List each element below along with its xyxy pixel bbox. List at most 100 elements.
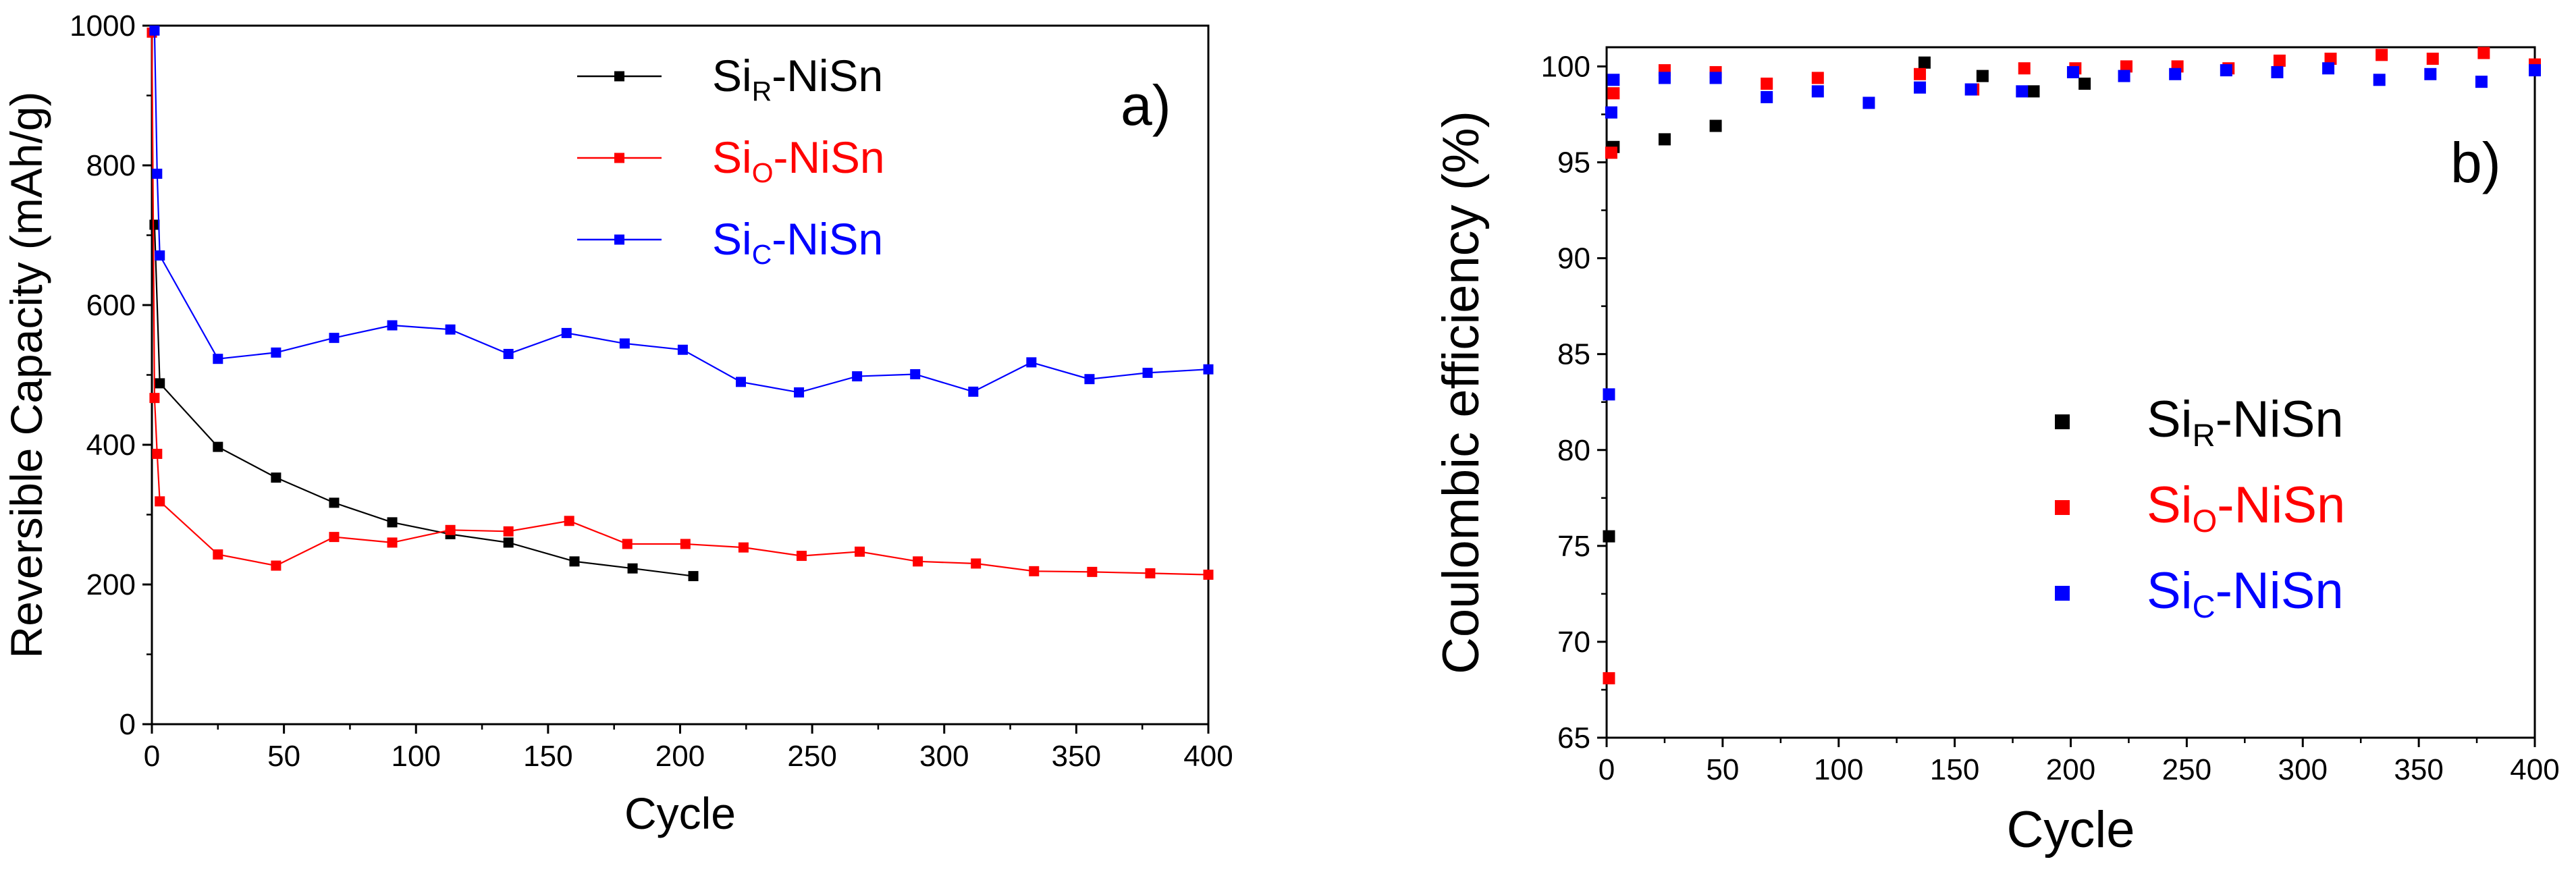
legend-label-rest: -NiSn (2216, 391, 2344, 448)
legend-entry: SiC-NiSn (2055, 562, 2344, 624)
chart-panel-a: 0 50 100 150 200 250 300 350 400 0 200 400 600 800 100… (1, 9, 1233, 838)
legend-marker (2055, 586, 2070, 601)
data-point (968, 386, 979, 397)
data-point (1026, 357, 1037, 368)
legend-label-rest: -NiSn (774, 132, 885, 182)
legend-marker (614, 71, 624, 82)
data-point (1976, 70, 1989, 82)
data-point (2118, 70, 2130, 82)
y-tick-label: 200 (86, 568, 136, 601)
data-point (1603, 388, 1615, 401)
legend-label-subscript: O (752, 157, 774, 188)
data-point (155, 378, 165, 389)
data-point (2273, 54, 2286, 67)
y-tick-label: 75 (1557, 530, 1590, 563)
data-point (1084, 374, 1095, 385)
data-point (271, 560, 281, 571)
data-point (688, 571, 699, 582)
data-point (913, 556, 923, 567)
y-axis-title: Coulombic efficiency (%) (1432, 111, 1490, 674)
x-tick-label: 350 (2394, 753, 2443, 786)
legend-label: SiO-NiSn (712, 132, 885, 188)
y-tick-label: 65 (1557, 721, 1590, 755)
data-point (2169, 67, 2182, 80)
data-point (213, 441, 223, 452)
data-point (1142, 367, 1153, 378)
legend-entry: SiO-NiSn (577, 132, 885, 188)
data-point (2324, 53, 2337, 65)
data-point (855, 546, 865, 557)
data-point (564, 516, 574, 526)
series-line (151, 32, 1209, 576)
legend-label-main: Si (2147, 562, 2193, 620)
data-point (152, 448, 163, 459)
x-tick-label: 400 (1183, 740, 1233, 773)
legend-marker (614, 153, 624, 163)
data-point (794, 387, 805, 398)
data-point (2424, 67, 2437, 80)
data-point (796, 551, 807, 562)
panel-label: a) (1121, 74, 1171, 137)
panel-label: b) (2450, 131, 2501, 194)
data-point (971, 558, 982, 569)
legend-label-rest: -NiSn (2217, 476, 2345, 534)
data-point (1964, 83, 1977, 96)
x-tick-label: 150 (1930, 753, 1979, 786)
data-point (2529, 64, 2541, 77)
data-point (2426, 53, 2439, 65)
data-point (2066, 65, 2079, 78)
y-tick-label: 70 (1557, 626, 1590, 659)
x-tick-label: 200 (655, 740, 705, 773)
x-tick-label: 350 (1052, 740, 1101, 773)
legend-marker (2055, 414, 2070, 429)
data-point (271, 347, 281, 358)
data-point (1709, 119, 1722, 132)
data-point (561, 327, 572, 338)
x-tick-label: 0 (1599, 753, 1615, 786)
data-point (329, 333, 340, 344)
x-axis-title: Cycle (624, 788, 736, 838)
data-point (1605, 146, 1617, 159)
data-point (2016, 85, 2029, 98)
data-point (2477, 47, 2490, 59)
data-point (149, 219, 160, 230)
data-point (1918, 56, 1931, 69)
data-point (677, 344, 688, 355)
y-tick-label: 1000 (70, 9, 136, 43)
data-point (1914, 67, 1927, 80)
y-tick-label: 100 (1541, 50, 1590, 83)
x-tick-label: 0 (144, 740, 160, 773)
legend-label: SiR-NiSn (712, 51, 883, 107)
data-point (2475, 76, 2488, 88)
data-point (149, 25, 160, 36)
chart-panel-b: 0 50 100 150 200 250 300 350 400 65 70 75 80 85 90 95 10… (1432, 46, 2560, 859)
data-point (2027, 85, 2040, 98)
data-point (503, 526, 514, 537)
data-point (680, 539, 691, 549)
data-point (503, 537, 514, 548)
legend-label-rest: -NiSn (2216, 562, 2344, 620)
data-point (2373, 74, 2386, 86)
data-point (1811, 85, 1824, 98)
y-tick-label: 85 (1557, 338, 1590, 371)
x-tick-label: 100 (392, 740, 441, 773)
data-point (213, 549, 223, 560)
series-SiC-NiSn (1603, 62, 2541, 401)
legend-label: SiO-NiSn (2147, 476, 2345, 539)
legend-entry: SiR-NiSn (2055, 391, 2344, 453)
legend-label-main: Si (2147, 391, 2193, 448)
data-point (1145, 568, 1156, 578)
data-point (1709, 72, 1722, 84)
data-point (329, 497, 340, 508)
legend-label-subscript: C (752, 239, 772, 270)
data-point (387, 537, 398, 548)
data-point (2120, 60, 2132, 73)
data-point (1761, 90, 1773, 103)
x-tick-label: 400 (2510, 753, 2559, 786)
x-tick-label: 150 (523, 740, 572, 773)
y-tick-label: 95 (1557, 146, 1590, 180)
data-point (2376, 49, 2388, 61)
data-point (627, 563, 638, 574)
data-point (387, 320, 398, 331)
